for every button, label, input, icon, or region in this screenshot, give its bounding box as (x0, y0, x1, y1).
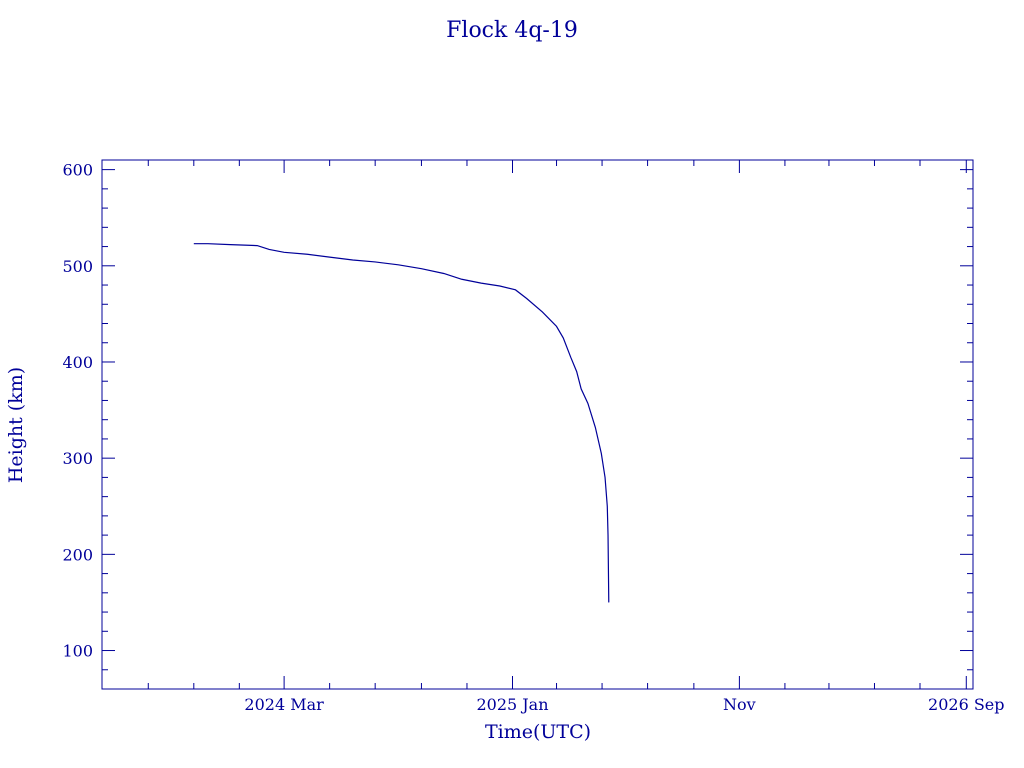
series-line (193, 243, 610, 603)
y-axis-tick-labels: 100 200 300 400 500 600 (62, 161, 93, 661)
y-tick-label: 200 (62, 545, 93, 564)
x-axis-ticks (101, 160, 967, 689)
y-tick-label: 300 (62, 449, 93, 468)
y-tick-label: 500 (62, 257, 93, 276)
x-axis-label: Time(UTC) (485, 721, 591, 743)
y-axis-ticks (102, 169, 973, 671)
y-tick-label: 100 (62, 642, 93, 661)
x-tick-label: 2024 Mar (244, 695, 324, 714)
x-tick-label: Nov (723, 695, 756, 714)
y-axis-label: Height (km) (5, 367, 27, 483)
x-tick-label: 2026 Sep (928, 695, 1004, 714)
chart-title: Flock 4q-19 (446, 18, 578, 43)
y-tick-label: 600 (62, 161, 93, 180)
x-axis-tick-labels: 2024 Mar 2025 Jan Nov 2026 Sep (244, 695, 1004, 714)
x-tick-label: 2025 Jan (476, 695, 548, 714)
plot-frame (101, 159, 974, 690)
y-tick-label: 400 (62, 353, 93, 372)
